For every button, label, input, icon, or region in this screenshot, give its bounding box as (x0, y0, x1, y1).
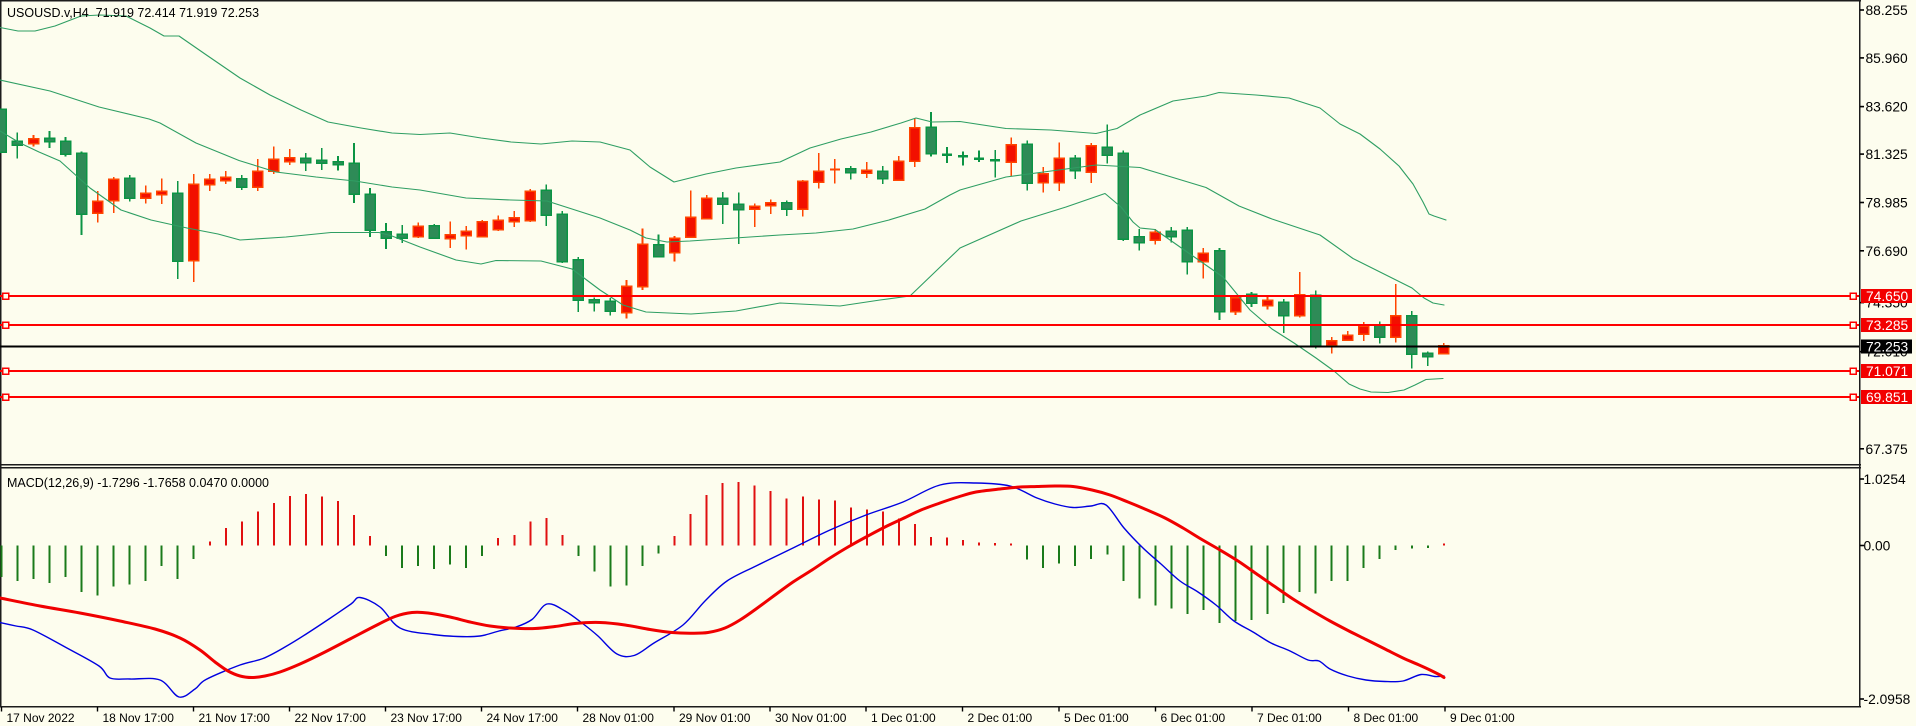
svg-text:17 Nov 2022: 17 Nov 2022 (7, 711, 75, 725)
svg-text:6 Dec 01:00: 6 Dec 01:00 (1161, 711, 1226, 725)
svg-text:1.0254: 1.0254 (1864, 472, 1907, 487)
svg-text:73.285: 73.285 (1866, 318, 1909, 333)
svg-text:28 Nov 01:00: 28 Nov 01:00 (583, 711, 655, 725)
svg-text:74.650: 74.650 (1866, 289, 1909, 304)
svg-text:76.690: 76.690 (1866, 244, 1909, 259)
svg-text:0.00: 0.00 (1864, 539, 1891, 554)
svg-text:83.620: 83.620 (1866, 100, 1909, 115)
svg-text:85.960: 85.960 (1866, 51, 1909, 66)
svg-text:2 Dec 01:00: 2 Dec 01:00 (968, 711, 1033, 725)
svg-text:24 Nov 17:00: 24 Nov 17:00 (487, 711, 559, 725)
svg-text:69.851: 69.851 (1866, 390, 1908, 405)
svg-text:18 Nov 17:00: 18 Nov 17:00 (103, 711, 175, 725)
svg-text:1 Dec 01:00: 1 Dec 01:00 (871, 711, 936, 725)
svg-text:22 Nov 17:00: 22 Nov 17:00 (295, 711, 367, 725)
svg-text:71.071: 71.071 (1866, 364, 1908, 379)
svg-text:81.325: 81.325 (1866, 147, 1909, 162)
svg-text:9 Dec 01:00: 9 Dec 01:00 (1450, 711, 1515, 725)
svg-text:8 Dec 01:00: 8 Dec 01:00 (1354, 711, 1419, 725)
svg-text:MACD(12,26,9) -1.7296 -1.7658: MACD(12,26,9) -1.7296 -1.7658 0.0470 0.0… (7, 476, 269, 490)
svg-text:88.255: 88.255 (1866, 3, 1909, 18)
svg-text:29 Nov 01:00: 29 Nov 01:00 (679, 711, 751, 725)
svg-text:72.253: 72.253 (1866, 340, 1909, 355)
svg-text:78.985: 78.985 (1866, 196, 1909, 211)
svg-text:30 Nov 01:00: 30 Nov 01:00 (775, 711, 847, 725)
svg-text:USOUSD.v,H4 71.919 72.414 71.: USOUSD.v,H4 71.919 72.414 71.919 72.253 (7, 6, 259, 20)
svg-text:67.375: 67.375 (1866, 442, 1909, 457)
svg-text:-2.0958: -2.0958 (1864, 692, 1911, 707)
svg-text:7 Dec 01:00: 7 Dec 01:00 (1257, 711, 1322, 725)
svg-text:21 Nov 17:00: 21 Nov 17:00 (199, 711, 271, 725)
svg-text:5 Dec 01:00: 5 Dec 01:00 (1064, 711, 1129, 725)
svg-text:23 Nov 17:00: 23 Nov 17:00 (391, 711, 463, 725)
